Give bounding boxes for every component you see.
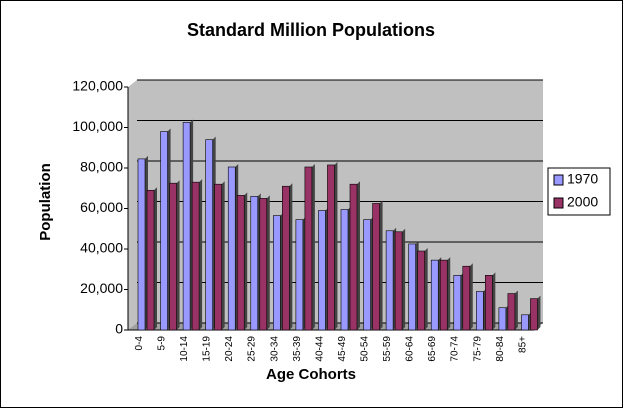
bar [327,164,335,331]
bar-side [334,161,338,330]
y-tick-label: 40,000 [80,240,123,256]
bar [530,298,538,331]
bar [295,219,304,331]
x-tick-label: 20-24 [224,336,235,362]
bar [453,275,462,331]
bar [137,158,146,331]
x-tick-label: 35-39 [292,336,303,362]
bar-side [402,228,406,330]
bar [498,307,507,331]
x-tick-label: 55-59 [382,336,393,362]
bar [349,183,358,331]
x-tick-label: 60-64 [405,336,416,362]
bar [259,198,268,331]
bar-side [289,183,293,330]
bar [363,219,371,331]
bar [169,182,177,331]
bar [521,314,529,331]
bar [408,243,416,331]
x-tick-label: 5-9 [156,336,167,351]
bar-side [469,263,473,330]
bar [385,230,394,331]
bar-side [514,290,518,330]
legend-swatch [553,174,564,186]
bar [236,195,245,331]
bar-side [357,181,360,330]
legend-swatch [553,197,564,209]
bar-side [447,257,451,330]
bar [250,196,259,331]
bar [462,265,471,331]
bar [430,259,439,331]
y-tick-label: 60,000 [80,199,123,215]
x-tick-label: 85+ [517,336,528,353]
bar-side [424,248,428,330]
bar [304,166,313,331]
bar-side [244,192,248,330]
legend-label: 2000 [567,194,598,210]
x-tick-label: 75-79 [472,336,483,362]
chart-title: Standard Million Populations [187,20,435,40]
bar-side [311,163,315,330]
x-tick-label: 50-54 [359,336,370,362]
bar [273,215,281,331]
y-tick-label: 20,000 [80,280,123,296]
x-tick-label: 0-4 [134,336,145,351]
bar [476,291,484,331]
bar [205,139,213,331]
x-tick-label: 80-84 [495,336,506,362]
bar-side [492,272,496,330]
bar-side [379,200,383,330]
bar-side [221,181,225,330]
bar [146,189,155,331]
x-tick-label: 30-34 [269,336,280,362]
bar [485,275,493,331]
x-tick-label: 45-49 [337,336,348,362]
bar [214,183,222,331]
y-tick-label: 100,000 [72,118,123,134]
bar [160,131,168,331]
bar-side [199,179,203,330]
x-tick-label: 10-14 [179,336,190,362]
x-tick-label: 40-44 [314,336,325,362]
bar [282,185,290,331]
bar [227,166,236,331]
x-tick-label: 25-29 [247,336,258,362]
x-tick-label: 70-74 [450,336,461,362]
bar [191,181,200,331]
bar [340,209,349,331]
bar-side [537,295,541,330]
y-tick-label: 80,000 [80,159,123,175]
bar [439,259,448,331]
y-tick-label: 120,000 [72,78,123,94]
bar-side [176,180,180,330]
x-tick-label: 15-19 [202,336,213,362]
y-axis-title: Population [37,163,54,241]
legend-label: 1970 [567,171,598,187]
x-axis-title: Age Cohorts [266,366,356,383]
x-tick-label: 65-69 [427,336,438,362]
y-tick-label: 0 [115,321,123,337]
bar [182,122,191,331]
bar [507,293,516,331]
bar [417,250,425,331]
bar [394,231,403,331]
bar [372,203,380,331]
bar-side [266,195,270,330]
bar-side [154,187,157,330]
bar [318,210,326,331]
